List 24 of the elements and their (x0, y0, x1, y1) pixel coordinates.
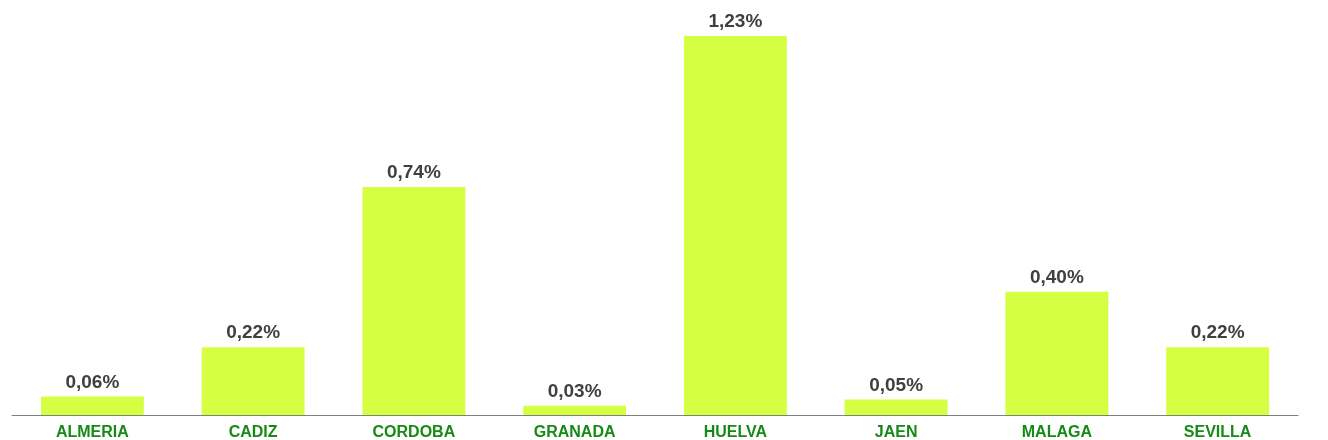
x-tick-label: ALMERIA (55, 422, 130, 440)
bar (683, 36, 787, 415)
x-tick-label: CADIZ (228, 422, 278, 440)
bar (523, 405, 627, 415)
data-label: 0,40% (1029, 265, 1084, 287)
bar (201, 347, 305, 415)
x-tick-label: MALAGA (1021, 422, 1093, 440)
bar (362, 186, 466, 415)
bar (1166, 347, 1270, 415)
data-label: 0,22% (226, 321, 281, 343)
x-tick-label: HUELVA (703, 422, 768, 440)
data-label: 0,74% (386, 160, 441, 182)
x-tick-label: GRANADA (533, 422, 616, 440)
data-label: 1,23% (708, 10, 763, 31)
x-tick-label: JAEN (874, 422, 918, 440)
bar (844, 399, 948, 415)
data-label: 0,03% (547, 379, 602, 401)
data-label: 0,22% (1190, 321, 1245, 343)
data-label: 0,06% (65, 370, 120, 392)
bar (40, 396, 144, 415)
bar (1005, 291, 1109, 415)
x-tick-label: SEVILLA (1183, 422, 1252, 440)
data-label: 0,05% (869, 373, 924, 395)
x-tick-label: CORDOBA (372, 422, 456, 440)
